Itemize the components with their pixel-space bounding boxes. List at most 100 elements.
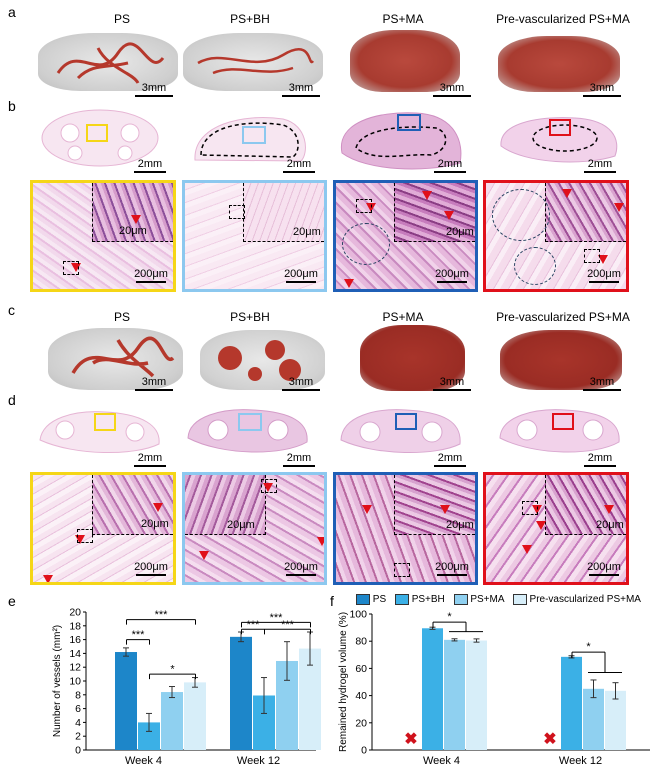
inset-scale-label: 20μm [141,518,169,530]
section-psbh-w12 [187,409,308,453]
bar-3-0 [466,640,487,750]
red-arrowhead-icon [614,203,624,212]
section-ps-w4 [41,109,159,167]
col-title-psma-c: PS+MA [382,310,424,324]
scaffold-3d-psma-w12 [360,325,465,391]
scaffold-3d-prevasc-w12 [500,330,622,390]
scaffold-3d-psma-w4 [350,30,460,92]
bar-2-1 [583,688,604,750]
bar-1-0 [422,628,443,750]
legend-label-psma: PS+MA [470,594,504,606]
inset-scale-label: 20μm [293,226,321,238]
section-ps-w12 [39,411,160,453]
x-tick-label: Week 12 [559,755,602,767]
inset-scale-label: 20μm [446,226,474,238]
dashed-circle [342,223,390,265]
red-arrowhead-icon [536,521,546,530]
panel-label-e: e [8,593,16,609]
scale-2mm-b1: 2mm [132,158,168,173]
sig-bracket-label: *** [270,612,284,624]
red-arrowhead-icon [562,189,572,198]
inset-source-box [394,563,410,577]
zoom-psbh-w4: 20μm 200μm [182,180,327,292]
y-tick-label: 0 [75,745,81,757]
y-tick-label: 20 [355,717,367,729]
inset-scale-label: 20μm [446,519,474,531]
scale-200um-d2: 200μm [281,561,321,576]
panel-label-d: d [8,392,16,408]
col-title-ps: PS [113,12,130,26]
col-title-psma: PS+MA [382,12,424,26]
y-tick-label: 0 [361,745,367,757]
scale-2mm-b2: 2mm [281,158,317,173]
roi-box-yellow [94,413,116,431]
panel-label-b: b [8,98,16,114]
col-title-prevasc: Pre-vascularized PS+MA [496,12,630,26]
bar-3-0 [184,682,206,750]
red-arrowhead-icon [344,279,354,288]
vessel-network-icon [197,48,315,75]
panel-label-a: a [8,4,16,20]
x-tick-label: Week 12 [237,755,280,767]
y-tick-label: 80 [355,636,367,648]
y-tick-label: 8 [75,689,81,701]
scale-200um-b1: 200μm [131,268,171,283]
red-arrowhead-icon [71,263,81,272]
vessel-network-icon [71,336,175,378]
scaffold-3d-psbh-w4 [183,33,323,91]
scale-2mm-d1: 2mm [132,452,168,467]
scaffold-3d-prevasc-w4 [498,36,620,92]
zoom-ps-w4: 20μm 200μm [30,180,176,292]
legend-label-psbh: PS+BH [411,594,445,606]
legend-swatch-psma [453,594,468,605]
bar-0-0 [115,652,137,750]
red-arrowhead-icon [131,215,141,224]
vessel-patches-icon [218,340,301,381]
y-axis-label: Remained hydrogel volume (%) [338,612,349,752]
inset-prevasc-w4 [544,183,626,243]
zoom-psbh-w12: 20μm 200μm [182,472,327,585]
y-tick-label: 100 [349,609,367,621]
inset-source-box [356,199,372,213]
inset-psbh-w4 [243,183,324,243]
y-tick-label: 18 [69,620,81,632]
y-tick-label: 14 [69,648,81,660]
roi-box-red [552,413,574,430]
inset-psma-w4 [394,183,475,243]
legend-swatch-prevasc [512,594,527,605]
x-tick-label: Week 4 [125,755,162,767]
panel-label-f: f [330,593,334,609]
inset-scale-label: 20μm [227,519,255,531]
red-arrowhead-icon [75,535,85,544]
scale-200um-d4: 200μm [584,561,624,576]
scaffold-3d-psbh-w12 [200,330,325,390]
scale-3mm-c2: 3mm [281,376,321,391]
bar-2-1 [276,660,298,750]
sig-bracket-label: *** [132,629,146,641]
sig-bracket-label: *** [247,619,261,631]
roi-box-blue [397,114,421,131]
red-arrowhead-icon [317,537,324,546]
scale-200um-d3: 200μm [432,561,472,576]
scale-2mm-d4: 2mm [582,452,618,467]
red-arrowhead-icon [598,255,608,264]
col-title-psbh: PS+BH [230,12,270,26]
section-psbh-w4 [194,117,306,162]
scale-3mm-a2: 3mm [281,82,321,97]
inset-source-box [229,205,245,219]
inset-source-box [77,529,93,543]
red-arrowhead-icon [522,545,532,554]
sig-bracket-label: * [170,664,175,676]
roi-box-yellow [86,124,108,142]
bar-0-1 [230,636,252,750]
legend-swatch-ps [356,594,370,605]
inset-source-box [522,501,538,515]
bar-3-1 [605,690,626,750]
scale-3mm-c1: 3mm [134,376,174,391]
roi-box-red [549,119,571,136]
inset-scale-label: 20μm [119,225,147,237]
red-arrowhead-icon [444,211,454,220]
inset-source-box [584,249,600,263]
